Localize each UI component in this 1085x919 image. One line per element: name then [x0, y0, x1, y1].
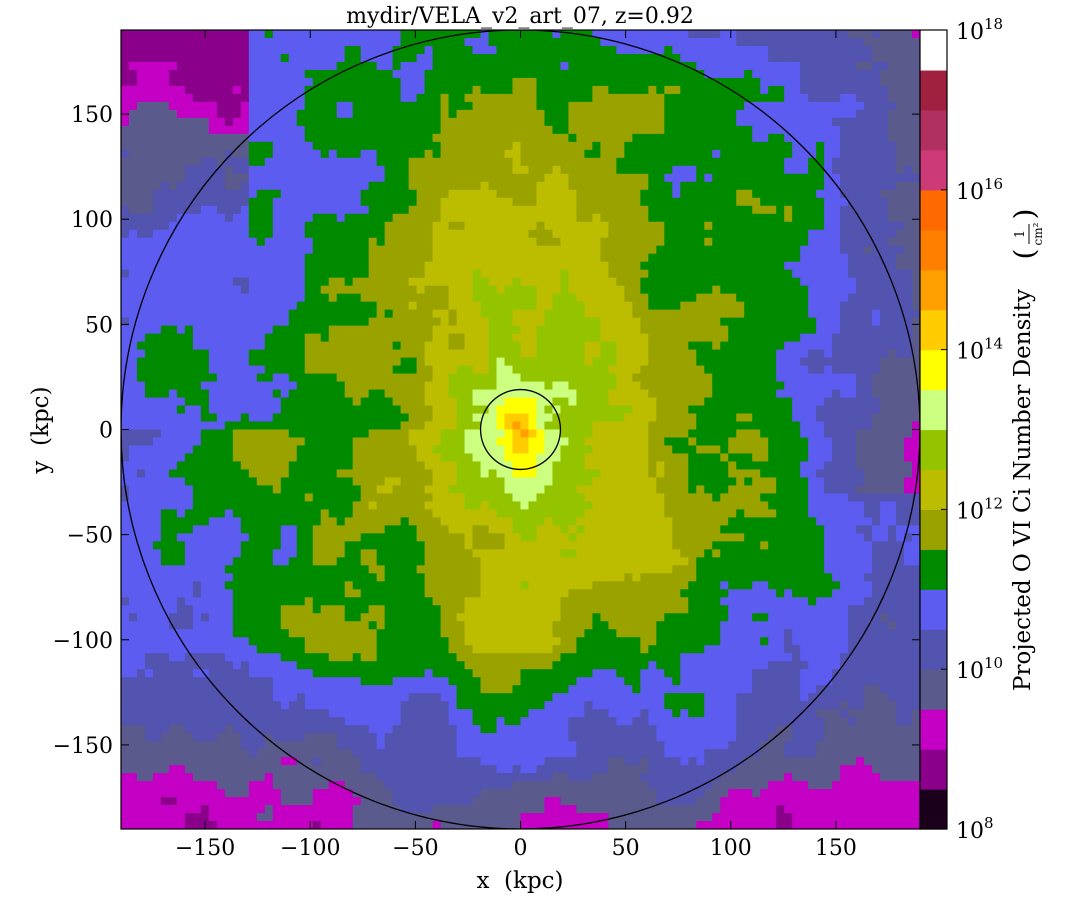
colorbar-frame	[919, 29, 948, 830]
x-tick-label: −150	[175, 836, 235, 861]
colorbar-swatch	[920, 229, 947, 271]
x-tick-label: −50	[392, 836, 438, 861]
x-tick-label: 100	[710, 836, 752, 861]
colorbar-swatch	[920, 429, 947, 471]
x-axis-label: x (kpc)	[476, 868, 563, 894]
colorbar-swatch	[920, 669, 947, 710]
y-tick-label: 0	[99, 419, 113, 444]
colorbar-tick-label: 1010	[956, 654, 1003, 684]
inner-radius-circle	[479, 388, 562, 471]
x-tick-label: 150	[815, 836, 857, 861]
colorbar-swatch	[920, 469, 947, 510]
colorbar	[920, 30, 947, 830]
colorbar-unit-open-paren: (	[1008, 249, 1041, 260]
colorbar-swatch	[920, 349, 947, 391]
colorbar-unit-numerator: 1	[1013, 230, 1028, 238]
density-field	[121, 30, 920, 829]
colorbar-label-text: Projected O VI Ci Number Density	[1010, 289, 1036, 691]
y-axis-label: y (kpc)	[28, 386, 54, 474]
colorbar-swatch	[920, 389, 947, 431]
colorbar-unit-close-paren: )	[1008, 209, 1041, 220]
colorbar-axis: 108 1010 1012 1014 1016 1018	[941, 15, 1003, 844]
y-tick-label: −100	[53, 629, 113, 654]
x-tick-label: 50	[612, 836, 640, 861]
y-tick-label: 150	[71, 103, 113, 128]
colorbar-swatch	[920, 789, 947, 830]
colorbar-label: Projected O VI Ci Number Density ( 1 cm²…	[1008, 209, 1045, 691]
colorbar-swatch	[920, 269, 947, 311]
y-tick-label: 50	[85, 313, 113, 338]
colorbar-swatch	[920, 109, 947, 151]
x-axis: −150 −100 −50 0 50 100 150	[175, 30, 857, 861]
colorbar-swatch	[920, 189, 947, 231]
y-tick-label: −150	[53, 734, 113, 759]
colorbar-swatch	[920, 509, 947, 550]
y-axis: −150 −100 −50 0 50 100 150	[53, 103, 920, 759]
colorbar-swatch	[920, 589, 947, 630]
colorbar-tick-label: 1012	[956, 494, 1003, 524]
colorbar-tick-label: 1018	[956, 15, 1003, 45]
x-tick-label: −100	[280, 836, 340, 861]
colorbar-tick-label: 108	[956, 814, 994, 844]
plot-area	[121, 30, 920, 829]
colorbar-swatch	[920, 709, 947, 750]
colorbar-swatch	[920, 549, 947, 590]
colorbar-swatch	[920, 629, 947, 670]
colorbar-swatch	[920, 149, 947, 191]
colorbar-tick-label: 1014	[956, 335, 1003, 365]
x-tick-label: 0	[514, 836, 528, 861]
colorbar-swatch	[920, 30, 947, 71]
colorbar-swatch	[920, 69, 947, 111]
colorbar-swatch	[920, 309, 947, 351]
colorbar-unit-denominator: cm²	[1031, 222, 1045, 245]
colorbar-swatch	[920, 749, 947, 790]
virial-circles	[121, 30, 920, 829]
y-tick-label: 100	[71, 208, 113, 233]
y-tick-label: −50	[67, 524, 113, 549]
colorbar-tick-label: 1016	[956, 175, 1003, 205]
chart-title: mydir/VELA_v2_art_07, z=0.92	[346, 4, 694, 29]
